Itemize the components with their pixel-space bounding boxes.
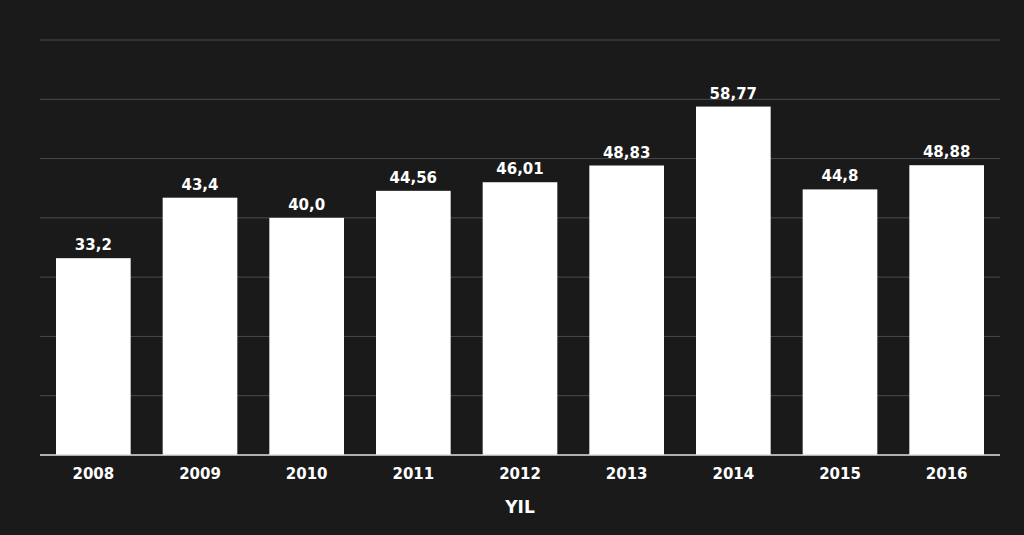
x-tick-label: 2014 — [712, 465, 754, 483]
x-axis-line — [40, 454, 1000, 456]
data-label: 43,4 — [181, 176, 218, 194]
data-labels: 33,2 43,4 40,0 44,56 46,01 48,83 58,77 44,8 48,8… — [75, 85, 971, 255]
bar — [909, 165, 984, 455]
grid-line — [40, 455, 1000, 456]
bar — [163, 198, 238, 455]
grid-line — [40, 99, 1000, 100]
x-tick-label: 2009 — [179, 465, 221, 483]
data-label: 58,77 — [710, 85, 757, 103]
x-tick-label: 2016 — [926, 465, 968, 483]
x-tick-label: 2012 — [499, 465, 541, 483]
x-axis-label: YIL — [504, 497, 535, 517]
bar — [483, 182, 558, 455]
x-tick-label: 2015 — [819, 465, 861, 483]
chart-svg: 33,2 43,4 40,0 44,56 46,01 48,83 58,77 44,8 48,8… — [0, 0, 1024, 535]
x-tick-labels: 2008 2009 2010 2011 2012 2013 2014 2015 2016 — [72, 465, 967, 483]
bar — [376, 191, 451, 455]
data-label: 33,2 — [75, 236, 112, 254]
data-label: 48,88 — [923, 143, 970, 161]
data-label: 44,56 — [390, 169, 437, 187]
bar — [56, 258, 131, 455]
x-tick-label: 2011 — [392, 465, 434, 483]
grid — [40, 40, 1000, 455]
background — [0, 0, 1024, 535]
grid-line — [40, 158, 1000, 159]
bar — [269, 218, 344, 455]
bar — [803, 189, 878, 455]
x-tick-label: 2010 — [286, 465, 328, 483]
bars — [56, 107, 984, 455]
data-label: 46,01 — [496, 160, 543, 178]
x-tick-label: 2013 — [606, 465, 648, 483]
data-label: 40,0 — [288, 196, 325, 214]
chart-container: 33,2 43,4 40,0 44,56 46,01 48,83 58,77 44,8 48,8… — [0, 0, 1024, 535]
data-label: 48,83 — [603, 144, 650, 162]
x-tick-label: 2008 — [72, 465, 114, 483]
data-label: 44,8 — [821, 167, 858, 185]
grid-line — [40, 40, 1000, 41]
bar — [696, 107, 771, 455]
bar — [589, 166, 664, 455]
